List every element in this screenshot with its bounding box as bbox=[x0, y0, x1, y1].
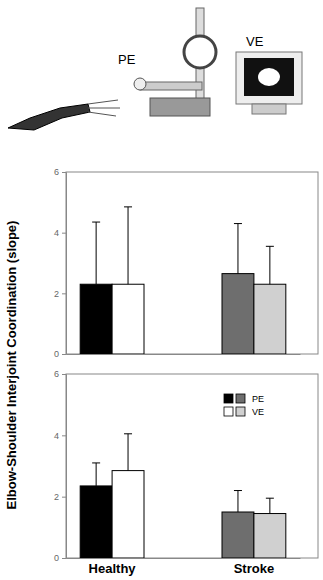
y-axis-title: Elbow-Shoulder Interjoint Coordination (… bbox=[4, 221, 19, 510]
y-axis-line bbox=[62, 173, 67, 355]
hand-sketch bbox=[88, 100, 120, 116]
bar bbox=[222, 512, 254, 558]
y-tick-label: 4 bbox=[54, 431, 59, 441]
illustration-label: VE bbox=[246, 34, 264, 49]
figure: PE VE 0 2 4 6 Elbow-Shoulder Interjoint Coordi… bbox=[0, 0, 323, 580]
y-tick-label: 6 bbox=[54, 369, 59, 379]
x-tick-label: Healthy bbox=[89, 561, 137, 576]
legend-swatch bbox=[224, 394, 233, 403]
y-tick-mark bbox=[62, 293, 66, 294]
x-tick-label: Stroke bbox=[234, 561, 274, 576]
error-bar bbox=[92, 463, 100, 486]
y-tick-mark bbox=[62, 233, 66, 234]
error-stem bbox=[128, 207, 129, 284]
legend-swatch bbox=[236, 394, 245, 403]
robot-wheel bbox=[184, 36, 216, 68]
marks bbox=[80, 207, 286, 354]
y-axis-line bbox=[62, 375, 67, 559]
y-tick-mark bbox=[62, 497, 66, 498]
y-tick-label: 4 bbox=[54, 228, 59, 238]
error-stem bbox=[128, 434, 129, 471]
bar bbox=[222, 274, 254, 354]
y-tick-mark bbox=[62, 354, 66, 355]
error-cap bbox=[92, 462, 100, 463]
y-tick: 0 bbox=[54, 553, 66, 563]
error-stem bbox=[237, 491, 238, 512]
y-tick-label: 6 bbox=[54, 167, 59, 177]
illustration-label: PE bbox=[118, 52, 136, 67]
y-tick-mark bbox=[62, 435, 66, 436]
bar bbox=[112, 284, 144, 354]
legend: PE VE bbox=[224, 394, 264, 417]
error-bar bbox=[234, 224, 242, 274]
marks bbox=[80, 434, 286, 558]
legend-label: VE bbox=[252, 407, 264, 417]
y-tick-label: 2 bbox=[54, 492, 59, 502]
chart: 0 2 4 6 Healthy Stroke PE VE bbox=[54, 369, 318, 576]
chart: 0 2 4 6 bbox=[54, 167, 318, 359]
y-tick-label: 2 bbox=[54, 289, 59, 299]
error-bar bbox=[234, 491, 242, 512]
y-tick: 2 bbox=[54, 492, 66, 502]
y-tick-label: 0 bbox=[54, 553, 59, 563]
arm-sketch bbox=[8, 104, 90, 130]
monitor-target bbox=[258, 68, 280, 86]
error-cap bbox=[124, 206, 132, 207]
y-tick: 6 bbox=[54, 167, 66, 177]
y-tick-mark bbox=[62, 172, 66, 173]
y-tick: 2 bbox=[54, 289, 66, 299]
y-tick: 0 bbox=[54, 349, 66, 359]
error-stem bbox=[237, 224, 238, 274]
x-axis-line bbox=[67, 354, 301, 355]
y-tick: 6 bbox=[54, 369, 66, 379]
error-cap bbox=[92, 222, 100, 223]
robot-handle bbox=[134, 78, 146, 90]
error-bar bbox=[124, 434, 132, 471]
x-axis-line bbox=[67, 558, 301, 559]
legend-swatch bbox=[236, 407, 245, 416]
x-tick: Stroke bbox=[234, 558, 274, 576]
error-cap bbox=[234, 490, 242, 491]
y-axis: 0 2 4 6 bbox=[54, 369, 67, 563]
x-tick: Healthy bbox=[89, 558, 137, 576]
error-stem bbox=[96, 222, 97, 284]
error-stem bbox=[96, 463, 97, 486]
error-stem bbox=[269, 246, 270, 284]
error-bar bbox=[92, 222, 100, 284]
error-cap bbox=[124, 433, 132, 434]
error-cap bbox=[266, 498, 274, 499]
error-bar bbox=[266, 498, 274, 513]
x-axis bbox=[67, 354, 301, 356]
x-axis: Healthy Stroke bbox=[67, 558, 301, 576]
robot-base bbox=[150, 98, 210, 116]
y-tick-mark bbox=[62, 374, 66, 375]
y-axis: 0 2 4 6 bbox=[54, 167, 67, 359]
plot-frame bbox=[66, 374, 318, 558]
monitor-screen bbox=[244, 58, 294, 96]
bar bbox=[80, 284, 112, 354]
error-bar bbox=[124, 207, 132, 284]
y-tick: 4 bbox=[54, 431, 66, 441]
legend-swatch bbox=[224, 407, 233, 416]
error-bar bbox=[266, 246, 274, 284]
bar bbox=[254, 514, 286, 558]
error-cap bbox=[234, 223, 242, 224]
error-stem bbox=[269, 498, 270, 513]
y-tick: 4 bbox=[54, 228, 66, 238]
y-tick-mark bbox=[62, 558, 66, 559]
bar bbox=[80, 486, 112, 558]
monitor bbox=[236, 52, 302, 104]
legend-label: PE bbox=[252, 394, 264, 404]
y-tick-label: 0 bbox=[54, 349, 59, 359]
bar bbox=[112, 471, 144, 558]
robot-arm bbox=[140, 82, 202, 90]
bar bbox=[254, 284, 286, 354]
illustration: PE VE bbox=[8, 8, 302, 130]
monitor-stand bbox=[252, 104, 286, 114]
error-cap bbox=[266, 246, 274, 247]
plot-frame bbox=[66, 172, 318, 354]
